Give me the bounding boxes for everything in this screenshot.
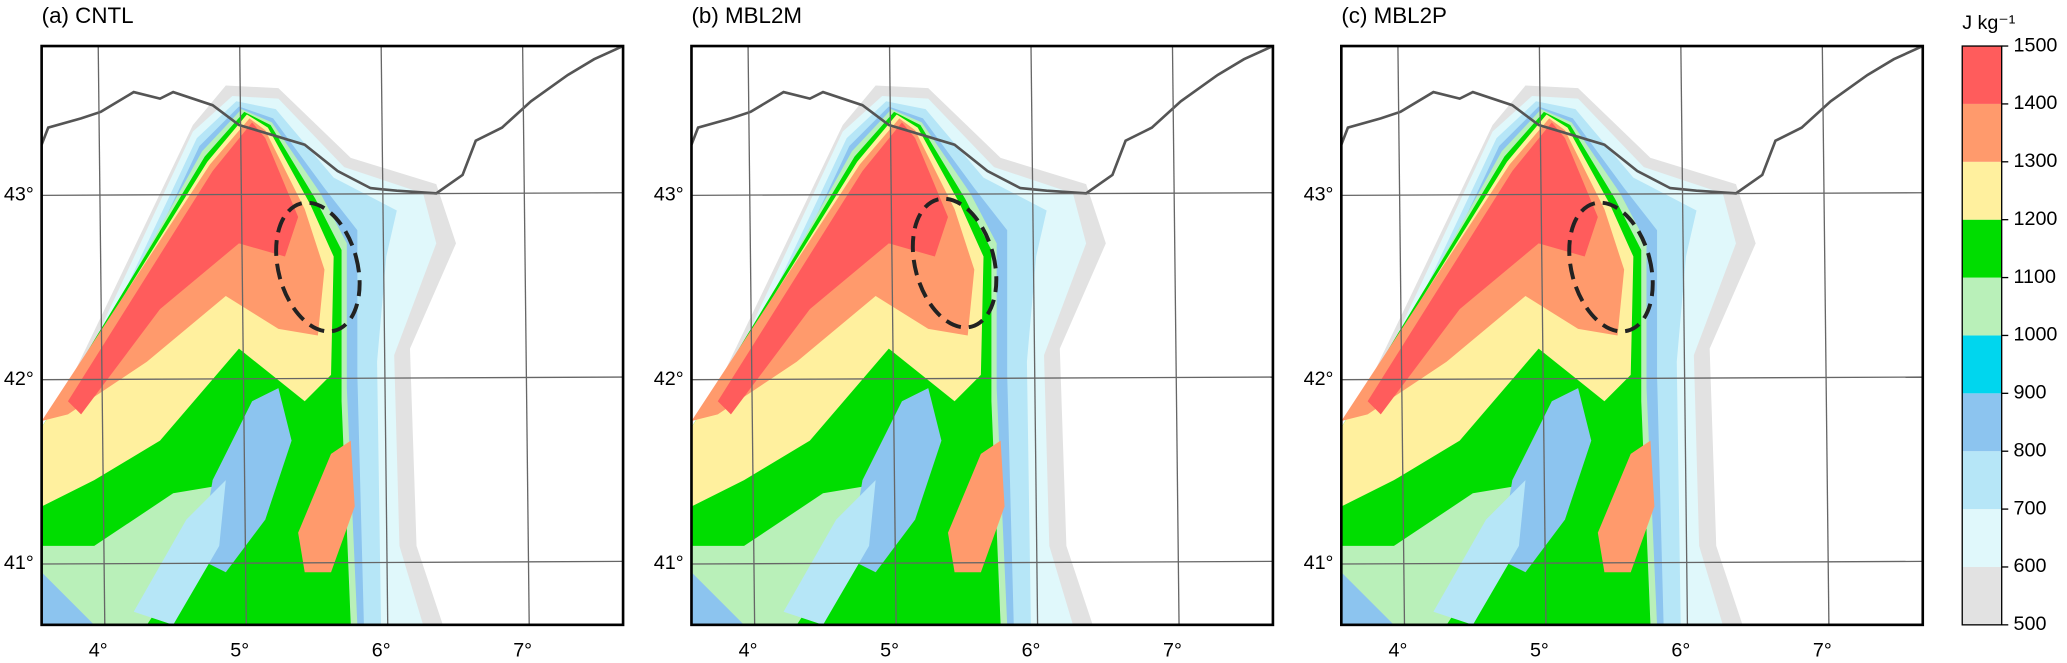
colorbar-label: 1000 xyxy=(2014,324,2058,346)
grid-line xyxy=(888,46,897,625)
map-panel: (a) CNTL 4° 5° 6° 7° 41° 42° 43° xyxy=(4,3,625,661)
x-tick-label: 7° xyxy=(1813,639,1832,661)
x-tick-label: 4° xyxy=(1388,639,1407,661)
field xyxy=(691,46,1273,625)
grid-line xyxy=(1341,376,1923,381)
highlight-ellipse xyxy=(274,200,362,334)
grid-line xyxy=(1171,46,1180,625)
grid-line xyxy=(41,192,624,197)
colorbar-bin xyxy=(1962,161,2002,220)
map-panel: (c) MBL2P 4° 5° 6° 7° 41° 42° 43° xyxy=(1304,3,1925,661)
colorbar: J kg⁻¹ 500 600 700 800 900 1000 1100 1200 1300 14… xyxy=(1961,12,2058,635)
x-tick-label: 5° xyxy=(1530,639,1549,661)
x-tick-label: 5° xyxy=(880,639,899,661)
colorbar-label: 600 xyxy=(2014,555,2047,577)
grid-line xyxy=(1341,560,1923,565)
panel-frame xyxy=(690,44,1275,627)
colorbar-label: 700 xyxy=(2014,497,2047,519)
y-tick-label: 43° xyxy=(1304,184,1334,206)
grid-line xyxy=(97,46,106,625)
grid-line xyxy=(1397,46,1406,625)
x-tick-label: 7° xyxy=(513,639,532,661)
x-tick-label: 5° xyxy=(230,639,249,661)
panel-title: (a) CNTL xyxy=(42,3,134,28)
x-tick-label: 6° xyxy=(372,639,391,661)
grid-line xyxy=(691,192,1273,197)
highlight-ellipse xyxy=(910,196,999,330)
y-tick-label: 43° xyxy=(654,184,684,206)
field xyxy=(41,46,624,625)
colorbar-bin xyxy=(1962,509,2002,567)
panel-title: (c) MBL2P xyxy=(1341,3,1447,28)
grid-line xyxy=(41,560,624,565)
colorbar-bin xyxy=(1962,46,2002,104)
colorbar-label: 1400 xyxy=(2014,92,2058,114)
grid-line xyxy=(691,376,1273,381)
x-tick-label: 6° xyxy=(1671,639,1690,661)
y-tick-label: 41° xyxy=(1304,552,1334,574)
colorbar-label: 1300 xyxy=(2014,150,2058,172)
grid-line xyxy=(41,376,624,381)
colorbar-bin xyxy=(1962,219,2002,278)
y-tick-label: 42° xyxy=(654,368,684,390)
colorbar-label: 1500 xyxy=(2014,34,2058,56)
field xyxy=(1341,46,1923,625)
grid-line xyxy=(1538,46,1547,625)
panel-title: (b) MBL2M xyxy=(691,3,802,28)
panel-frame xyxy=(1340,44,1925,627)
grid-line xyxy=(380,46,389,625)
y-tick-label: 42° xyxy=(1304,368,1334,390)
highlight-ellipse xyxy=(1567,200,1655,334)
colorbar-label: 900 xyxy=(2014,382,2047,404)
y-tick-label: 41° xyxy=(654,552,684,574)
colorbar-bin xyxy=(1962,103,2002,162)
colorbar-bin xyxy=(1962,451,2002,510)
y-tick-label: 41° xyxy=(4,552,34,574)
x-tick-label: 4° xyxy=(739,639,758,661)
colorbar-label: 1200 xyxy=(2014,208,2058,230)
colorbar-unit: J kg⁻¹ xyxy=(1962,12,2016,34)
x-tick-label: 4° xyxy=(89,639,108,661)
colorbar-label: 800 xyxy=(2014,439,2047,461)
y-tick-label: 43° xyxy=(4,184,34,206)
y-tick-label: 42° xyxy=(4,368,34,390)
grid-line xyxy=(1341,192,1923,197)
grid-line xyxy=(1680,46,1689,625)
grid-line xyxy=(521,46,530,625)
panels: (a) CNTL 4° 5° 6° 7° 41° 42° 43° (b) MBL2M 4° 5° 6°… xyxy=(4,3,1925,661)
colorbar-label: 1100 xyxy=(2014,266,2056,288)
grid-line xyxy=(1030,46,1039,625)
panel-frame xyxy=(40,44,625,627)
colorbar-bin xyxy=(1962,393,2002,452)
grid-line xyxy=(691,560,1273,565)
colorbar-label: 500 xyxy=(2014,613,2047,635)
x-tick-label: 6° xyxy=(1022,639,1041,661)
map-panel: (b) MBL2M 4° 5° 6° 7° 41° 42° 43° xyxy=(654,3,1275,661)
grid-line xyxy=(239,46,247,625)
colorbar-bin xyxy=(1962,335,2002,394)
grid-line xyxy=(1821,46,1830,625)
grid-line xyxy=(747,46,756,625)
colorbar-bin xyxy=(1962,566,2002,625)
colorbar-bin xyxy=(1962,277,2002,336)
x-tick-label: 7° xyxy=(1163,639,1182,661)
